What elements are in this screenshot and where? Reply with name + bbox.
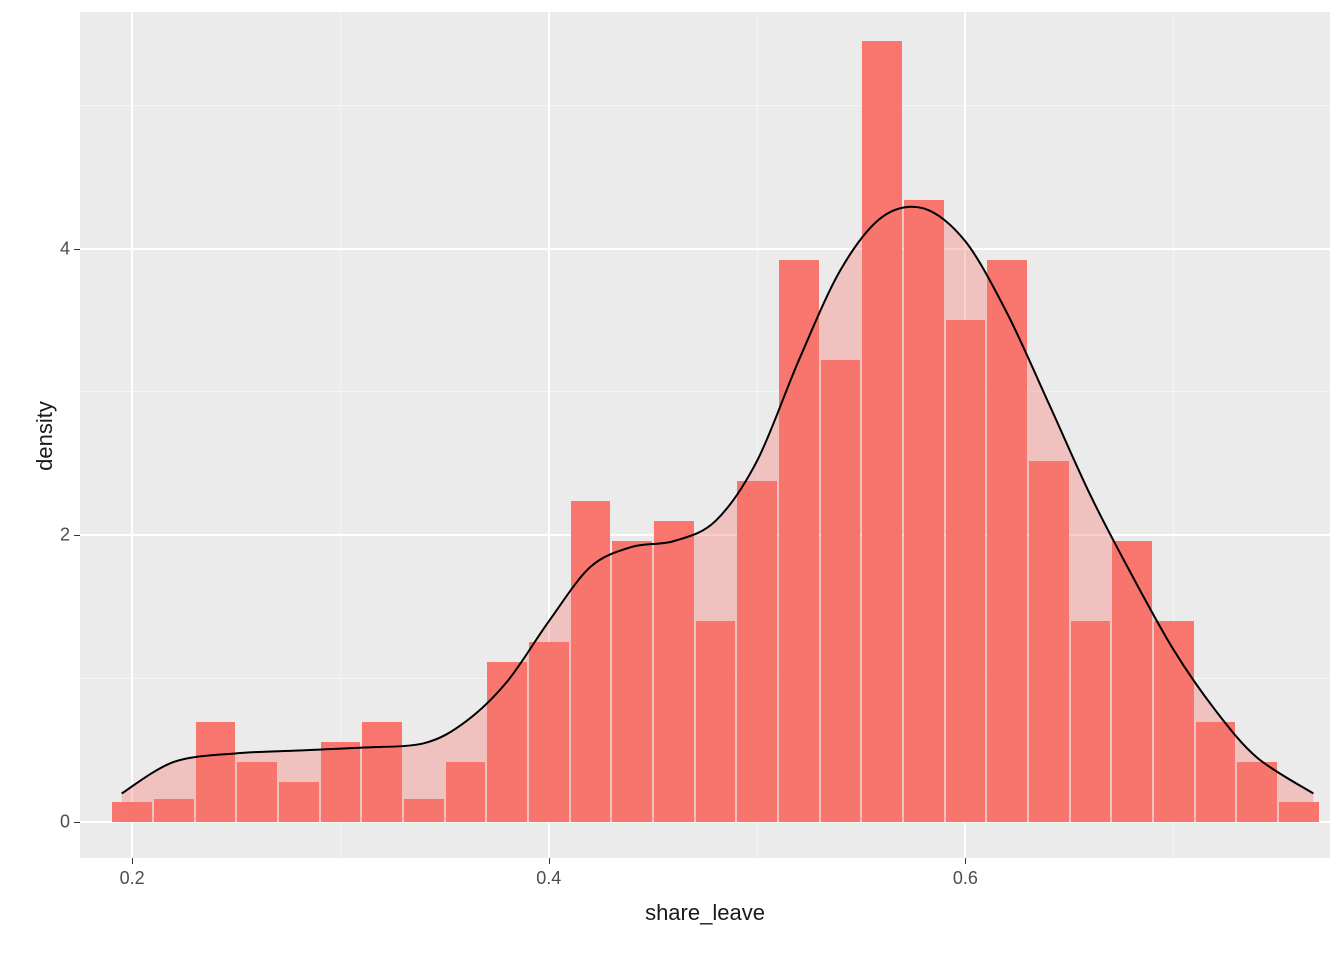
histogram-bar (1029, 461, 1069, 822)
histogram-bar (821, 360, 861, 822)
histogram-bar (1279, 802, 1319, 822)
histogram-bar (779, 260, 819, 822)
histogram-bar (237, 762, 277, 822)
histogram-bar (1154, 621, 1194, 822)
histogram-bar (654, 521, 694, 822)
plot-area (80, 12, 1330, 858)
grid-major-h (80, 248, 1330, 250)
x-tick-label: 0.6 (953, 868, 978, 889)
y-tick-label: 4 (48, 238, 70, 259)
histogram-bar (1237, 762, 1277, 822)
y-tick-label: 0 (48, 812, 70, 833)
y-tick-label: 2 (48, 525, 70, 546)
histogram-bar (987, 260, 1027, 822)
histogram-bar (112, 802, 152, 822)
histogram-bar (696, 621, 736, 822)
histogram-bar (737, 481, 777, 822)
histogram-bar (1071, 621, 1111, 822)
histogram-bar (196, 722, 236, 822)
x-axis-title: share_leave (80, 900, 1330, 926)
histogram-bar (946, 320, 986, 822)
x-tick-mark (549, 858, 550, 864)
histogram-bar (362, 722, 402, 822)
histogram-bar (154, 799, 194, 822)
y-tick-mark (74, 822, 80, 823)
histogram-bar (529, 642, 569, 823)
grid-minor-v (340, 12, 341, 858)
histogram-bar (279, 782, 319, 822)
grid-major-h (80, 534, 1330, 536)
histogram-bar (571, 501, 611, 822)
histogram-bar (321, 742, 361, 822)
chart-container: share_leave density 0.2 0.4 0.6 0 2 4 (0, 0, 1344, 960)
histogram-bar (612, 541, 652, 822)
x-tick-label: 0.2 (120, 868, 145, 889)
histogram-bar (1112, 541, 1152, 822)
grid-minor-h (80, 105, 1330, 106)
grid-minor-h (80, 391, 1330, 392)
x-tick-mark (965, 858, 966, 864)
histogram-bar (404, 799, 444, 822)
histogram-bar (446, 762, 486, 822)
y-axis-title: density (32, 401, 58, 471)
x-tick-mark (132, 858, 133, 864)
histogram-bar (904, 200, 944, 822)
histogram-bar (862, 41, 902, 822)
y-tick-mark (74, 249, 80, 250)
histogram-bar (487, 662, 527, 823)
y-tick-mark (74, 535, 80, 536)
grid-major-v (131, 12, 133, 858)
histogram-bar (1196, 722, 1236, 822)
x-tick-label: 0.4 (536, 868, 561, 889)
